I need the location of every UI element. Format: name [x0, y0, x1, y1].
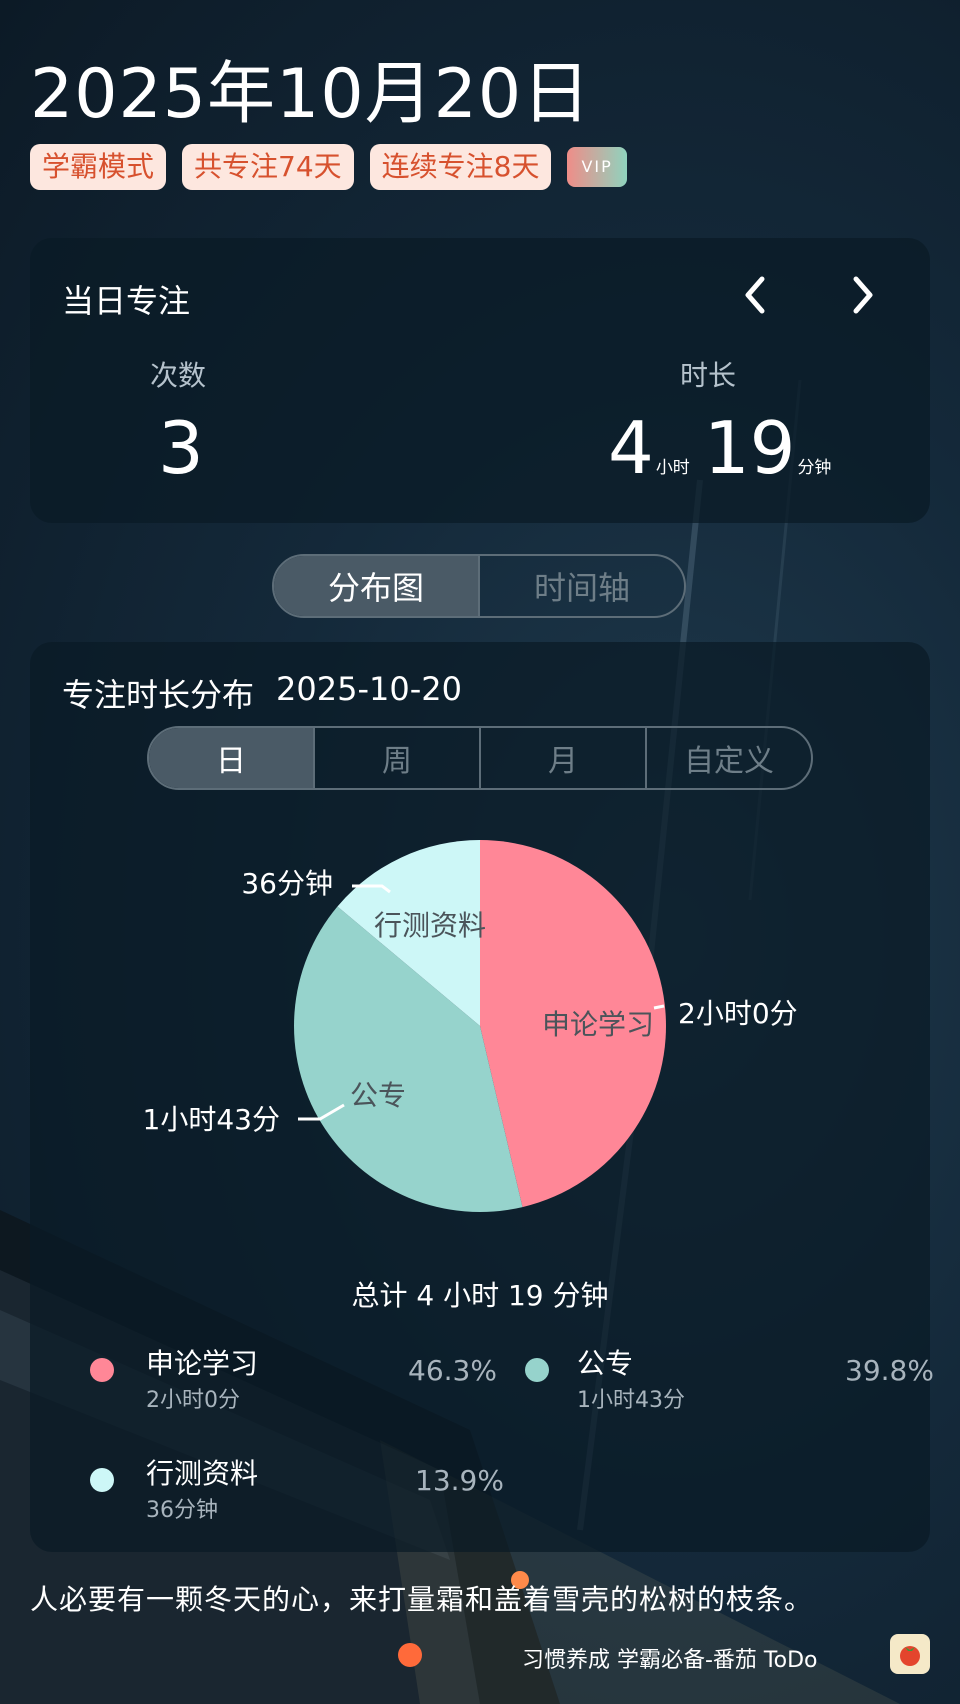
distribution-title: 专注时长分布 [62, 676, 255, 714]
legend-duration: 1小时43分 [577, 1388, 685, 1413]
chevron-left-icon [745, 276, 765, 314]
legend-duration: 2小时0分 [146, 1388, 240, 1413]
leader-line [653, 1004, 665, 1010]
tomato-icon [900, 1646, 920, 1666]
quote-text: 人必要有一颗冬天的心，来打量霜和盖着雪壳的松树的枝条。 [30, 1583, 814, 1616]
duration-label: 时长 [680, 359, 737, 392]
pie-slice[interactable] [480, 840, 666, 1208]
distribution-card: 专注时长分布 2025-10-20 日 周 月 自定义 申论学习 2小时0分 公专 1… [30, 642, 934, 1552]
duration-hours: 4 [608, 406, 654, 490]
legend-duration: 36分钟 [146, 1498, 218, 1523]
slice-value-label: 2小时0分 [678, 997, 798, 1030]
duration-minutes-unit: 分钟 [797, 458, 832, 478]
tab-week[interactable]: 周 [313, 728, 479, 788]
tab-day[interactable]: 日 [149, 728, 313, 788]
vip-badge[interactable]: VIP [567, 147, 627, 187]
daily-focus-card: 当日专注 次数 3 时长 4 小时 19 分钟 [30, 238, 930, 523]
distribution-header: 专注时长分布 2025-10-20 [62, 670, 462, 716]
leader-line [298, 1103, 345, 1121]
previous-day-button[interactable] [730, 270, 780, 320]
tomato-app-icon[interactable] [890, 1634, 930, 1674]
legend-name: 公专 [577, 1347, 634, 1380]
tab-month[interactable]: 月 [479, 728, 645, 788]
legend-percent: 46.3% [408, 1354, 497, 1387]
mode-badge: 学霸模式 [30, 144, 167, 190]
legend-dot [525, 1358, 549, 1382]
legend-percent: 39.8% [845, 1354, 934, 1387]
total-duration: 总计 4 小时 19 分钟 [351, 1279, 609, 1312]
legend-percent: 13.9% [415, 1464, 504, 1497]
legend-dot [90, 1468, 114, 1492]
distribution-date: 2025-10-20 [276, 670, 462, 708]
pie-slice[interactable] [294, 906, 523, 1212]
footer-text: 习惯养成 学霸必备-番茄 ToDo [522, 1648, 818, 1673]
badge-row: 学霸模式 共专注74天 连续专注8天 VIP [30, 144, 627, 190]
next-day-button[interactable] [838, 270, 888, 320]
legend-name: 申论学习 [146, 1347, 259, 1380]
leader-line [352, 884, 391, 894]
duration-hours-unit: 小时 [655, 458, 690, 478]
slice-value-label: 1小时43分 [143, 1103, 280, 1136]
count-label: 次数 [150, 359, 207, 392]
legend-dot [90, 1358, 114, 1382]
tab-distribution[interactable]: 分布图 [274, 556, 478, 616]
daily-focus-title: 当日专注 [62, 282, 191, 320]
count-value: 3 [158, 406, 204, 490]
tab-custom[interactable]: 自定义 [645, 728, 811, 788]
legend-name: 行测资料 [146, 1457, 259, 1490]
slice-name-label: 公专 [350, 1079, 406, 1112]
slice-name-label: 行测资料 [374, 909, 486, 942]
page-title: 2025年10月20日 [30, 55, 592, 134]
duration-minutes: 19 [703, 406, 796, 490]
total-days-badge: 共专注74天 [182, 144, 354, 190]
chevron-right-icon [853, 276, 873, 314]
view-switch: 分布图 时间轴 [272, 554, 686, 618]
duration-value: 4 小时 19 分钟 [608, 406, 845, 490]
slice-name-label: 申论学习 [542, 1008, 654, 1041]
slice-value-label: 36分钟 [241, 867, 333, 900]
tab-timeline[interactable]: 时间轴 [478, 556, 684, 616]
range-switch: 日 周 月 自定义 [147, 726, 813, 790]
streak-badge: 连续专注8天 [369, 144, 552, 190]
